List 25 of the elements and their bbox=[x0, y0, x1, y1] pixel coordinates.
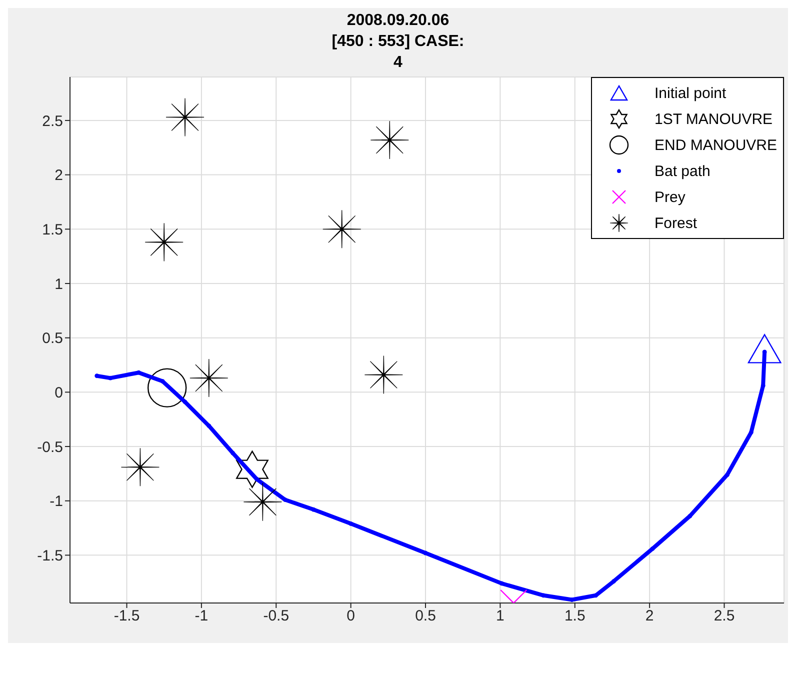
x-tick-label: 2.5 bbox=[714, 608, 735, 625]
chart-title: 2008.09.20.06 [450 : 553] CASE: 4 bbox=[330, 11, 466, 73]
x-tick-label: 0.5 bbox=[415, 608, 436, 625]
y-tick-label: 1 bbox=[54, 276, 63, 293]
legend-label: 1ST MANOUVRE bbox=[654, 110, 773, 128]
y-tick-label: 0.5 bbox=[42, 330, 63, 348]
x-tick-label: 0 bbox=[346, 608, 355, 625]
x-tick-label: 2 bbox=[645, 608, 654, 625]
legend-label: END MANOUVRE bbox=[654, 136, 777, 154]
y-tick-label: -1 bbox=[50, 493, 63, 510]
y-tick-label: 1.5 bbox=[42, 221, 63, 238]
x-tick-label: 1.5 bbox=[564, 608, 586, 625]
x-tick-label: -0.5 bbox=[263, 608, 290, 625]
legend-label: Initial point bbox=[654, 84, 726, 102]
legend-label: Bat path bbox=[654, 162, 710, 180]
x-tick-label: 1 bbox=[496, 608, 504, 625]
legend-label: Forest bbox=[654, 214, 697, 232]
y-tick-label: -1.5 bbox=[37, 548, 63, 565]
x-tick-label: -1.5 bbox=[114, 608, 140, 625]
legend-label: Prey bbox=[654, 188, 686, 206]
y-tick-label: -0.5 bbox=[37, 438, 63, 456]
y-tick-label: 2 bbox=[54, 167, 63, 184]
x-tick-label: -1 bbox=[194, 608, 208, 625]
y-tick-label: 2.5 bbox=[42, 112, 63, 130]
y-tick-label: 0 bbox=[54, 384, 63, 402]
